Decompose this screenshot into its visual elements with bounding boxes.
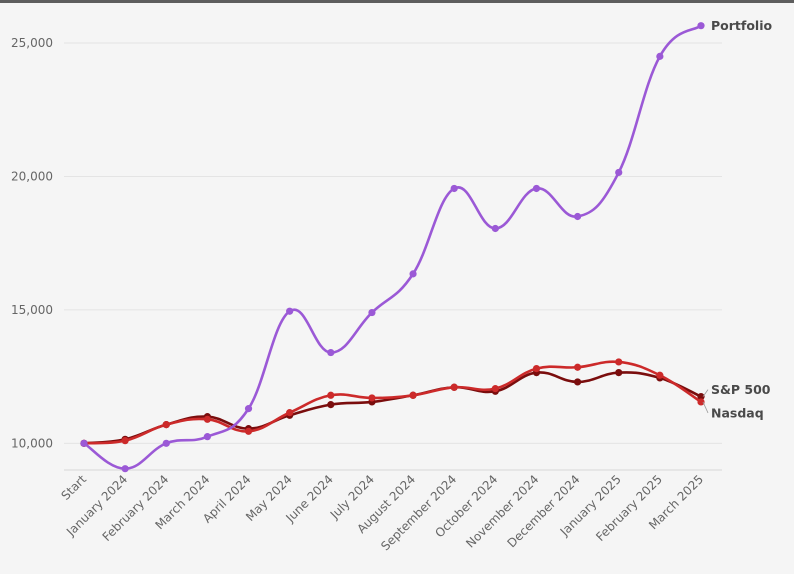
portfolio-point [368,308,376,317]
nasdaq-point [327,391,335,399]
portfolio-point [491,224,499,233]
x-tick-label: Start [58,472,89,503]
y-tick-label: 15,000 [11,303,53,317]
nasdaq-point [244,427,253,435]
nasdaq-line [82,360,703,445]
portfolio-point [574,212,582,221]
portfolio-point [162,439,170,447]
nasdaq-point [409,391,417,399]
nasdaq-point [697,398,705,406]
s-p-500-point [615,368,623,377]
nasdaq-point [615,358,623,366]
nasdaq-series-label: Nasdaq [711,405,764,420]
nasdaq-point [574,363,582,371]
portfolio-point [697,22,705,30]
s-p-500-point [697,393,705,401]
portfolio-point [244,405,253,413]
s-p-500-label-connector [702,389,709,397]
nasdaq-point [450,383,458,391]
portfolio-point [615,168,623,177]
series-nasdaq [80,358,705,447]
nasdaq-point [491,385,499,393]
nasdaq-point [532,364,541,373]
portfolio-line [82,24,703,470]
nasdaq-point [203,415,211,423]
y-tick-label: 20,000 [11,169,53,183]
nasdaq-point [162,421,170,429]
series-portfolio [80,22,705,473]
portfolio-point [327,348,335,357]
top-border [0,0,794,3]
portfolio-point [80,439,88,447]
x-tick-label: November 2024 [463,472,541,550]
nasdaq-point [656,371,664,379]
y-axis-ticks: 10,000 15,000 20,000 25,000 [11,36,53,450]
portfolio-series-label: Portfolio [711,18,772,33]
portfolio-point [203,433,211,441]
y-tick-label: 25,000 [11,36,53,50]
portfolio-point [656,52,664,60]
nasdaq-point [368,394,376,402]
gridlines [64,42,722,471]
portfolio-point [450,184,458,193]
s-p-500-point [574,378,582,386]
portfolio-point [286,307,294,315]
series-lines [80,22,705,473]
s-p-500-point [327,401,335,409]
s-p-500-series-label: S&P 500 [711,382,771,397]
portfolio-point [409,270,417,278]
series-s-p-500 [80,368,705,447]
portfolio-point [121,465,129,473]
nasdaq-label-connector [702,401,709,414]
x-tick-label: September 2024 [378,472,459,553]
x-tick-label: December 2024 [505,472,583,550]
s-p-500-line [82,371,703,445]
portfolio-point [532,184,541,193]
series-labels: Portfolio S&P 500 Nasdaq [702,18,772,420]
nasdaq-point [286,409,294,417]
y-tick-label: 10,000 [11,436,53,450]
nasdaq-point [121,437,129,445]
